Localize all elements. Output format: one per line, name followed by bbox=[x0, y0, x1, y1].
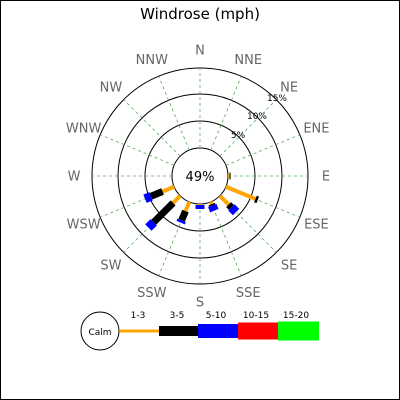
chart-title: Windrose (mph) bbox=[140, 5, 260, 23]
spoke-wnw bbox=[100, 134, 175, 166]
petal-sw-bin-1 bbox=[171, 194, 182, 205]
direction-label-nw: NW bbox=[100, 80, 123, 95]
direction-label-w: W bbox=[68, 170, 81, 185]
calm-center: 49% bbox=[173, 149, 227, 203]
direction-label-wnw: WNW bbox=[66, 121, 102, 136]
petal-sse-bin-2 bbox=[208, 202, 216, 207]
petal-ese-bin-2 bbox=[254, 195, 260, 204]
direction-label-ene: ENE bbox=[303, 121, 329, 136]
ring-label-3: 15% bbox=[267, 94, 287, 104]
petal-ssw-bin-3 bbox=[176, 218, 186, 225]
calm-circle bbox=[173, 149, 227, 203]
ring-label-2: 10% bbox=[247, 112, 267, 122]
spoke-nnw bbox=[158, 76, 190, 151]
petal-sw-bin-2 bbox=[151, 200, 176, 225]
petal-sse-bin-1 bbox=[208, 201, 214, 205]
legend: 1-3 3-5 5-10 10-15 15-20 Calm bbox=[80, 311, 319, 351]
direction-label-sw: SW bbox=[100, 259, 121, 274]
petal-ese-bin-1 bbox=[225, 184, 257, 201]
direction-label-nne: NNE bbox=[234, 53, 262, 68]
legend-swatch-4 bbox=[238, 322, 278, 340]
petal-wsw-bin-1 bbox=[161, 184, 175, 194]
petal-sw-bin-3 bbox=[145, 219, 157, 231]
legend-swatch-3 bbox=[198, 324, 238, 338]
legend-label-3: 5-10 bbox=[206, 311, 227, 321]
petal-sse-bin-3 bbox=[208, 203, 219, 213]
petal-ssw-bin-2 bbox=[178, 209, 189, 222]
direction-label-ne: NE bbox=[280, 80, 298, 95]
spoke-sse bbox=[210, 201, 242, 276]
direction-label-nnw: NNW bbox=[136, 53, 168, 68]
legend-label-5: 15-20 bbox=[283, 311, 309, 321]
petal-wsw-bin-2 bbox=[149, 188, 164, 200]
direction-labels: N NNE NE ENE E ESE SE SSE S SSW SW WSW W WNW NW NNW bbox=[66, 44, 330, 311]
petal-se-bin-1 bbox=[218, 194, 231, 207]
legend-label-4: 10-15 bbox=[243, 311, 269, 321]
wind-petals bbox=[143, 172, 260, 231]
legend-swatch-2 bbox=[159, 326, 198, 336]
legend-calm-circle bbox=[80, 311, 120, 351]
ring-labels: 5%10%15% bbox=[231, 94, 288, 141]
direction-label-ssw: SSW bbox=[137, 286, 167, 301]
direction-label-n: N bbox=[195, 44, 205, 59]
direction-label-wsw: WSW bbox=[67, 218, 101, 233]
legend-label-1: 1-3 bbox=[131, 311, 146, 321]
direction-label-se: SE bbox=[281, 259, 297, 274]
calm-value: 49% bbox=[186, 170, 215, 185]
ring-label-1: 5% bbox=[231, 131, 246, 141]
direction-label-s: S bbox=[196, 296, 204, 311]
spoke-nne bbox=[210, 76, 242, 151]
spoke-ne bbox=[219, 99, 277, 157]
legend-swatch-5 bbox=[278, 321, 319, 341]
spoke-nw bbox=[123, 99, 181, 157]
petal-se-bin-2 bbox=[226, 202, 234, 210]
legend-label-2: 3-5 bbox=[170, 311, 185, 321]
petal-se-bin-3 bbox=[228, 204, 240, 216]
petal-ssw-bin-1 bbox=[183, 201, 192, 212]
direction-label-e: E bbox=[322, 170, 330, 185]
legend-calm-label: Calm bbox=[88, 328, 111, 338]
legend-swatch-1 bbox=[120, 329, 159, 333]
direction-label-sse: SSE bbox=[236, 286, 261, 301]
spoke-ene bbox=[225, 134, 300, 166]
petal-wsw-bin-3 bbox=[143, 192, 153, 203]
direction-label-ese: ESE bbox=[304, 218, 329, 233]
